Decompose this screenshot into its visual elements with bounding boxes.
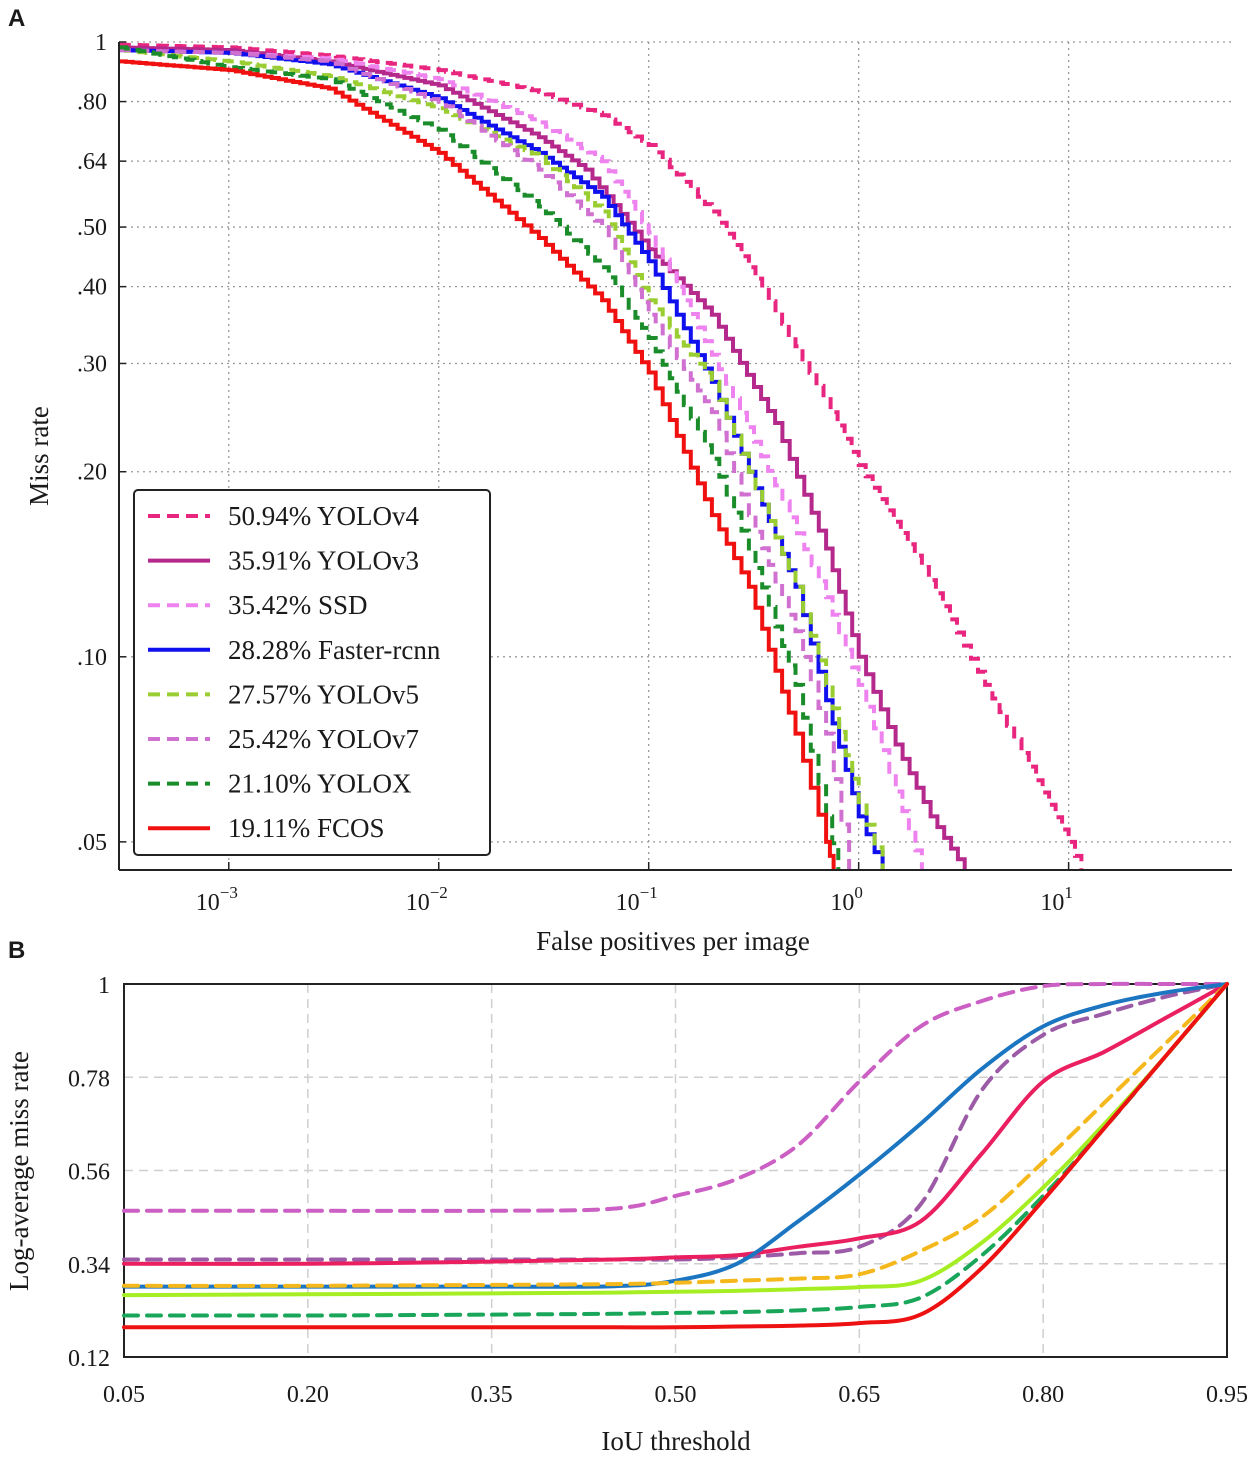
panel-b-x-tick-label: 0.80 — [1022, 1382, 1064, 1408]
legend-label-yolov3: 35.91% YOLOv3 — [228, 546, 419, 576]
panel-a-curve-yolov5 — [119, 48, 885, 870]
panel-a-y-tick-label: .80 — [77, 90, 107, 116]
panel-a-y-tick-label: .50 — [77, 215, 107, 241]
panel-b-curve-dashed-orchid — [122, 981, 1229, 1213]
legend-label-fcos: 19.11% FCOS — [228, 813, 385, 843]
panel-b-frame — [123, 983, 1228, 1358]
panel-b-y-ticks: 1 0.78 0.56 0.34 0.12 — [68, 973, 110, 1372]
panel-a-x-tick-label: 10−3 — [196, 883, 238, 916]
panel-b-y-tick-label: 0.34 — [68, 1253, 110, 1279]
panel-a-y-tick-label: .05 — [77, 830, 107, 856]
panel-a-curve-yolox — [119, 45, 841, 870]
panel-a-x-tick-label: 10−1 — [616, 883, 658, 916]
panel-b-chart: 10.780.560.340.12 0.05 0.20 0.35 0.50 0.65 0.… — [4, 973, 1248, 1456]
panel-b-x-tick-label: 0.20 — [287, 1382, 329, 1408]
panel-a-y-axis-title: Miss rate — [24, 406, 54, 506]
panel-a-y-tick-label: .64 — [77, 149, 107, 175]
legend-label-yolox: 21.10% YOLOX — [228, 769, 412, 799]
panel-a-x-tick-label: 101 — [1040, 883, 1073, 916]
panel-b-curve-solid-red — [122, 982, 1229, 1330]
panel-b-x-ticks: 0.05 0.20 0.35 0.50 0.65 0.80 0.95 — [103, 1382, 1248, 1408]
panel-b-curve-solid-lime — [122, 982, 1229, 1298]
legend-label-yolov4: 50.94% YOLOv4 — [228, 501, 419, 531]
panel-b-y-tick-label: 1 — [98, 973, 110, 999]
panel-b-x-tick-label: 0.05 — [103, 1382, 145, 1408]
legend-label-yolov7: 25.42% YOLOv7 — [228, 724, 419, 754]
panel-b-letter: B — [8, 937, 25, 964]
panel-a-letter: A — [8, 5, 25, 32]
panel-b-curve-solid-crimson — [122, 982, 1229, 1266]
panel-b-x-axis-title: IoU threshold — [601, 1426, 751, 1456]
panel-b-y-axis-title: Log-average miss rate — [4, 1051, 34, 1291]
panel-b-x-tick-label: 0.50 — [655, 1382, 697, 1408]
panel-b-y-tick-label: 0.78 — [68, 1066, 110, 1092]
panel-a-curve-fcos — [119, 59, 836, 870]
panel-b-y-tick-label: 0.56 — [68, 1160, 110, 1186]
panel-a-y-tick-label: 1 — [95, 30, 107, 56]
panel-b-x-tick-label: 0.95 — [1206, 1382, 1248, 1408]
panel-a-y-tick-label: .20 — [77, 460, 107, 486]
panel-b-series — [122, 981, 1229, 1330]
panel-a-y-tick-label: .40 — [77, 275, 107, 301]
panel-b-y-tick-label: 0.12 — [68, 1346, 110, 1372]
panel-a-series — [119, 42, 1084, 870]
panel-b-x-tick-label: 0.35 — [471, 1382, 513, 1408]
panel-a-legend: 50.94% YOLOv4 35.91% YOLOv3 35.42% SSD 28.2… — [133, 489, 491, 856]
panel-a-y-tick-label: .30 — [77, 351, 107, 377]
panel-a-y-tick-label: .10 — [77, 645, 107, 671]
panel-a-curve-yolov7 — [119, 48, 852, 870]
panel-a-chart: 1 .80 .64 .50 .40 .30 .20 .10 .05 10−3 10−2 10−1 10… — [24, 30, 1232, 956]
panel-a-x-tick-label: 10−2 — [406, 883, 448, 916]
panel-b-x-tick-label: 0.65 — [838, 1382, 880, 1408]
panel-a-curve-yolov3 — [119, 45, 967, 870]
panel-b-curve-dashed-orange — [122, 982, 1229, 1288]
panel-a-x-tick-label: 100 — [830, 883, 863, 916]
panel-a-x-axis-title: False positives per image — [536, 926, 810, 956]
panel-a-curve-yolov4 — [119, 42, 1084, 870]
panel-b-curve-dashed-purple — [122, 982, 1229, 1262]
panel-a-y-ticks: 1 .80 .64 .50 .40 .30 .20 .10 .05 — [77, 30, 126, 856]
legend-label-ssd: 35.42% SSD — [228, 590, 368, 620]
legend-label-faster-rcnn: 28.28% Faster-rcnn — [228, 635, 441, 665]
legend-frame — [133, 489, 491, 856]
legend-label-yolov5: 27.57% YOLOv5 — [228, 679, 419, 709]
